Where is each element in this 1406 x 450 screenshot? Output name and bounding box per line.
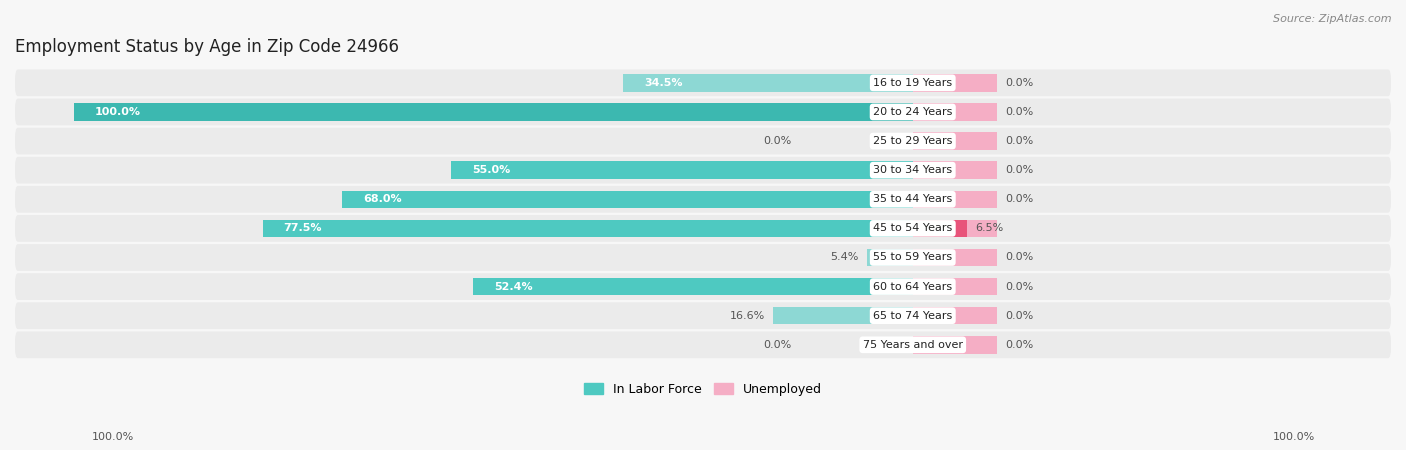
Text: 30 to 34 Years: 30 to 34 Years [873,165,952,175]
Text: 75 Years and over: 75 Years and over [863,340,963,350]
Bar [342,190,912,208]
Text: 0.0%: 0.0% [1005,107,1033,117]
Bar [912,336,997,354]
Text: 68.0%: 68.0% [363,194,402,204]
Text: 0.0%: 0.0% [1005,194,1033,204]
Text: 16.6%: 16.6% [730,310,765,321]
Text: 100.0%: 100.0% [94,107,141,117]
Bar [912,307,997,324]
Text: 60 to 64 Years: 60 to 64 Years [873,282,952,292]
Bar [912,132,997,150]
Text: 35 to 44 Years: 35 to 44 Years [873,194,952,204]
Bar [773,307,912,324]
Text: 0.0%: 0.0% [1005,136,1033,146]
Legend: In Labor Force, Unemployed: In Labor Force, Unemployed [579,378,827,401]
Bar [912,220,997,237]
Bar [912,190,997,208]
Text: 6.5%: 6.5% [976,223,1004,234]
Text: 16 to 19 Years: 16 to 19 Years [873,78,952,88]
Bar [912,74,997,92]
FancyBboxPatch shape [15,215,1391,242]
Bar [912,162,997,179]
Text: 100.0%: 100.0% [91,432,134,442]
Text: 52.4%: 52.4% [494,282,533,292]
Bar [73,103,912,121]
Text: 55.0%: 55.0% [472,165,510,175]
Text: 77.5%: 77.5% [284,223,322,234]
FancyBboxPatch shape [15,331,1391,358]
Bar [623,74,912,92]
Bar [912,249,997,266]
Bar [912,220,967,237]
Bar [868,249,912,266]
Text: 0.0%: 0.0% [763,136,792,146]
Text: 100.0%: 100.0% [1272,432,1315,442]
Bar [912,103,997,121]
FancyBboxPatch shape [15,99,1391,126]
FancyBboxPatch shape [15,186,1391,213]
Text: 0.0%: 0.0% [763,340,792,350]
Text: 55 to 59 Years: 55 to 59 Years [873,252,952,262]
Text: 25 to 29 Years: 25 to 29 Years [873,136,952,146]
FancyBboxPatch shape [15,157,1391,184]
Text: 0.0%: 0.0% [1005,340,1033,350]
Text: Source: ZipAtlas.com: Source: ZipAtlas.com [1274,14,1392,23]
Text: 0.0%: 0.0% [1005,78,1033,88]
FancyBboxPatch shape [15,273,1391,300]
Bar [263,220,912,237]
Text: 0.0%: 0.0% [1005,310,1033,321]
Text: 0.0%: 0.0% [1005,282,1033,292]
FancyBboxPatch shape [15,302,1391,329]
Text: 5.4%: 5.4% [831,252,859,262]
Text: 65 to 74 Years: 65 to 74 Years [873,310,952,321]
Bar [912,278,997,295]
Text: 0.0%: 0.0% [1005,165,1033,175]
FancyBboxPatch shape [15,128,1391,154]
FancyBboxPatch shape [15,69,1391,96]
Text: 0.0%: 0.0% [1005,252,1033,262]
Text: 34.5%: 34.5% [644,78,683,88]
Text: Employment Status by Age in Zip Code 24966: Employment Status by Age in Zip Code 249… [15,37,399,55]
FancyBboxPatch shape [15,244,1391,271]
Text: 45 to 54 Years: 45 to 54 Years [873,223,952,234]
Bar [451,162,912,179]
Text: 20 to 24 Years: 20 to 24 Years [873,107,952,117]
Bar [472,278,912,295]
